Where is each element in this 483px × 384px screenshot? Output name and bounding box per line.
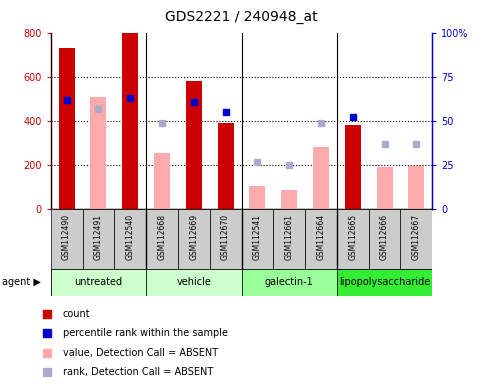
Bar <box>345 125 361 209</box>
Text: GSM112491: GSM112491 <box>94 214 103 260</box>
Bar <box>122 33 138 209</box>
Bar <box>154 153 170 209</box>
Bar <box>249 186 265 209</box>
Bar <box>210 209 242 269</box>
Bar <box>51 209 83 269</box>
Bar <box>146 269 242 296</box>
Bar <box>114 209 146 269</box>
Text: GSM112540: GSM112540 <box>126 214 135 260</box>
Text: GSM112490: GSM112490 <box>62 214 71 260</box>
Bar <box>58 48 74 209</box>
Text: GSM112670: GSM112670 <box>221 214 230 260</box>
Bar <box>400 209 432 269</box>
Text: agent ▶: agent ▶ <box>2 277 41 287</box>
Bar <box>273 209 305 269</box>
Text: galectin-1: galectin-1 <box>265 277 313 287</box>
Bar <box>313 147 329 209</box>
Text: GSM112665: GSM112665 <box>348 214 357 260</box>
Text: percentile rank within the sample: percentile rank within the sample <box>63 328 227 338</box>
Text: GSM112661: GSM112661 <box>284 214 294 260</box>
Bar <box>305 209 337 269</box>
Text: GSM112666: GSM112666 <box>380 214 389 260</box>
Text: value, Detection Call = ABSENT: value, Detection Call = ABSENT <box>63 348 218 358</box>
Bar <box>178 209 210 269</box>
Bar <box>377 167 393 209</box>
Text: GSM112667: GSM112667 <box>412 214 421 260</box>
Bar <box>369 209 400 269</box>
Text: GDS2221 / 240948_at: GDS2221 / 240948_at <box>165 10 318 23</box>
Bar <box>409 166 425 209</box>
Bar <box>242 209 273 269</box>
Bar <box>218 123 234 209</box>
Bar <box>337 269 432 296</box>
Bar <box>186 81 202 209</box>
Bar <box>281 190 297 209</box>
Text: vehicle: vehicle <box>176 277 211 287</box>
Text: rank, Detection Call = ABSENT: rank, Detection Call = ABSENT <box>63 367 213 377</box>
Text: GSM112541: GSM112541 <box>253 214 262 260</box>
Text: GSM112668: GSM112668 <box>157 214 167 260</box>
Text: count: count <box>63 309 90 319</box>
Bar <box>146 209 178 269</box>
Bar <box>242 269 337 296</box>
Bar <box>90 97 106 209</box>
Text: lipopolysaccharide: lipopolysaccharide <box>339 277 430 287</box>
Text: GSM112664: GSM112664 <box>316 214 326 260</box>
Bar <box>83 209 114 269</box>
Text: GSM112669: GSM112669 <box>189 214 199 260</box>
Bar <box>337 209 369 269</box>
Text: untreated: untreated <box>74 277 123 287</box>
Bar <box>51 269 146 296</box>
